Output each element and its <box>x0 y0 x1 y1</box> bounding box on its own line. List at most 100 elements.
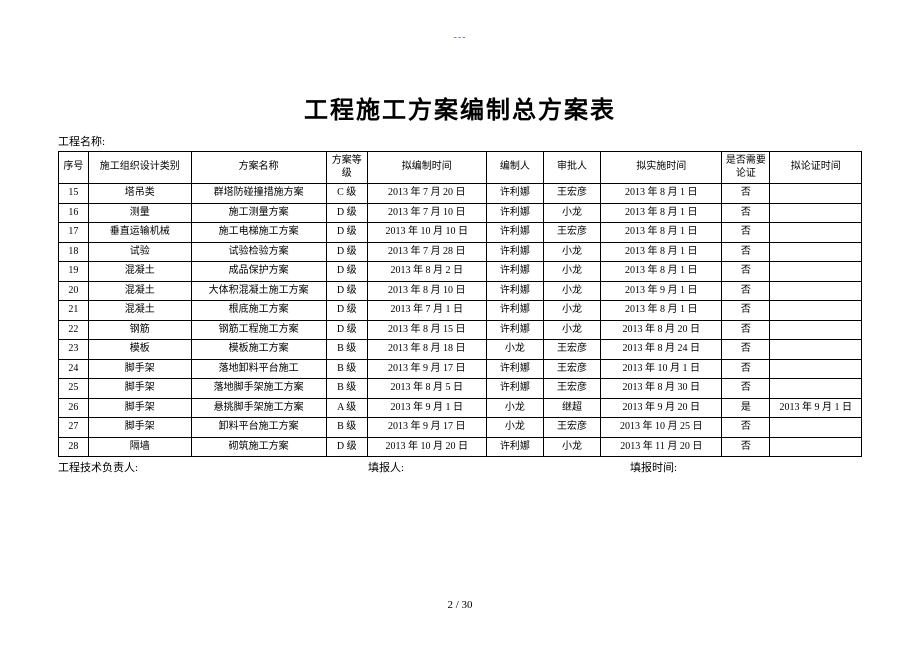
table-cell: 2013 年 9 月 20 日 <box>601 398 722 418</box>
table-cell: 模板施工方案 <box>191 340 326 360</box>
table-cell: 王宏彦 <box>543 184 600 204</box>
table-cell: 钢筋工程施工方案 <box>191 320 326 340</box>
table-cell: 施工电梯施工方案 <box>191 223 326 243</box>
table-cell: 施工测量方案 <box>191 203 326 223</box>
table-cell: 否 <box>722 340 770 360</box>
table-cell <box>770 320 862 340</box>
table-cell: 20 <box>59 281 89 301</box>
table-cell: 脚手架 <box>88 359 191 379</box>
table-cell: 2013 年 9 月 1 日 <box>770 398 862 418</box>
table-cell: 混凝土 <box>88 262 191 282</box>
table-cell: 2013 年 9 月 17 日 <box>367 359 486 379</box>
table-cell: D 级 <box>326 437 367 457</box>
table-cell: 许利娜 <box>486 281 543 301</box>
table-cell: 2013 年 8 月 1 日 <box>601 301 722 321</box>
tech-leader-label: 工程技术负责人: <box>58 459 368 475</box>
table-row: 25脚手架落地脚手架施工方案B 级2013 年 8 月 5 日许利娜王宏彦201… <box>59 379 862 399</box>
table-cell: 落地卸料平台施工 <box>191 359 326 379</box>
table-cell: 否 <box>722 418 770 438</box>
table-cell: D 级 <box>326 203 367 223</box>
table-cell: 否 <box>722 203 770 223</box>
table-cell: 2013 年 8 月 10 日 <box>367 281 486 301</box>
table-cell: 塔吊类 <box>88 184 191 204</box>
table-cell: 15 <box>59 184 89 204</box>
table-cell: A 级 <box>326 398 367 418</box>
table-cell: 混凝土 <box>88 281 191 301</box>
table-row: 17垂直运输机械施工电梯施工方案D 级2013 年 10 月 10 日许利娜王宏… <box>59 223 862 243</box>
table-cell: 许利娜 <box>486 242 543 262</box>
table-cell: 2013 年 7 月 1 日 <box>367 301 486 321</box>
col-grade: 方案等级 <box>326 152 367 184</box>
table-cell: 2013 年 11 月 20 日 <box>601 437 722 457</box>
table-cell: 成品保护方案 <box>191 262 326 282</box>
table-cell: 否 <box>722 184 770 204</box>
col-plan-name: 方案名称 <box>191 152 326 184</box>
table-cell: 小龙 <box>543 281 600 301</box>
report-time-label: 填报时间: <box>630 459 862 475</box>
col-review-date: 拟论证时间 <box>770 152 862 184</box>
table-cell: 落地脚手架施工方案 <box>191 379 326 399</box>
table-row: 22钢筋钢筋工程施工方案D 级2013 年 8 月 15 日许利娜小龙2013 … <box>59 320 862 340</box>
table-cell: 2013 年 8 月 1 日 <box>601 262 722 282</box>
table-cell: 脚手架 <box>88 418 191 438</box>
table-cell: 否 <box>722 262 770 282</box>
table-cell: 继超 <box>543 398 600 418</box>
table-cell: 2013 年 7 月 10 日 <box>367 203 486 223</box>
table-cell: 试验检验方案 <box>191 242 326 262</box>
table-row: 15塔吊类群塔防碰撞措施方案C 级2013 年 7 月 20 日许利娜王宏彦20… <box>59 184 862 204</box>
col-need-review: 是否需要论证 <box>722 152 770 184</box>
table-row: 20混凝土大体积混凝土施工方案D 级2013 年 8 月 10 日许利娜小龙20… <box>59 281 862 301</box>
col-draft-date: 拟编制时间 <box>367 152 486 184</box>
reporter-label: 填报人: <box>368 459 630 475</box>
table-cell: 2013 年 10 月 20 日 <box>367 437 486 457</box>
table-cell: 2013 年 8 月 24 日 <box>601 340 722 360</box>
table-cell <box>770 203 862 223</box>
table-cell: 小龙 <box>543 301 600 321</box>
table-cell: 2013 年 8 月 15 日 <box>367 320 486 340</box>
table-cell: 王宏彦 <box>543 418 600 438</box>
table-cell: B 级 <box>326 418 367 438</box>
table-cell: 隔墙 <box>88 437 191 457</box>
header-mark: --- <box>454 32 467 43</box>
table-row: 16测量施工测量方案D 级2013 年 7 月 10 日许利娜小龙2013 年 … <box>59 203 862 223</box>
table-cell: 测量 <box>88 203 191 223</box>
table-cell: 许利娜 <box>486 320 543 340</box>
table-cell: 否 <box>722 281 770 301</box>
table-cell: 否 <box>722 242 770 262</box>
table-row: 23模板模板施工方案B 级2013 年 8 月 18 日小龙王宏彦2013 年 … <box>59 340 862 360</box>
table-cell: C 级 <box>326 184 367 204</box>
table-cell: 许利娜 <box>486 359 543 379</box>
table-cell: 否 <box>722 320 770 340</box>
table-cell: 18 <box>59 242 89 262</box>
table-cell: 2013 年 8 月 18 日 <box>367 340 486 360</box>
table-cell: 王宏彦 <box>543 223 600 243</box>
table-cell: 王宏彦 <box>543 379 600 399</box>
table-row: 19混凝土成品保护方案D 级2013 年 8 月 2 日许利娜小龙2013 年 … <box>59 262 862 282</box>
table-cell: B 级 <box>326 379 367 399</box>
table-cell: 2013 年 8 月 1 日 <box>601 184 722 204</box>
table-cell: 王宏彦 <box>543 359 600 379</box>
table-cell: 25 <box>59 379 89 399</box>
col-approver: 审批人 <box>543 152 600 184</box>
table-cell: 小龙 <box>543 320 600 340</box>
table-cell: B 级 <box>326 340 367 360</box>
table-cell <box>770 359 862 379</box>
table-cell: 26 <box>59 398 89 418</box>
table-row: 27脚手架卸料平台施工方案B 级2013 年 9 月 17 日小龙王宏彦2013… <box>59 418 862 438</box>
table-row: 18试验试验检验方案D 级2013 年 7 月 28 日许利娜小龙2013 年 … <box>59 242 862 262</box>
table-cell <box>770 340 862 360</box>
plan-table: 序号 施工组织设计类别 方案名称 方案等级 拟编制时间 编制人 审批人 拟实施时… <box>58 151 862 457</box>
table-cell: 小龙 <box>543 203 600 223</box>
table-cell: 王宏彦 <box>543 340 600 360</box>
table-cell <box>770 223 862 243</box>
table-cell: 2013 年 10 月 25 日 <box>601 418 722 438</box>
table-cell <box>770 418 862 438</box>
table-cell: 2013 年 8 月 2 日 <box>367 262 486 282</box>
table-cell: 脚手架 <box>88 379 191 399</box>
table-cell: 23 <box>59 340 89 360</box>
table-cell: 根底施工方案 <box>191 301 326 321</box>
table-cell: 悬挑脚手架施工方案 <box>191 398 326 418</box>
table-cell: 否 <box>722 301 770 321</box>
table-cell: 小龙 <box>486 398 543 418</box>
table-cell: 16 <box>59 203 89 223</box>
